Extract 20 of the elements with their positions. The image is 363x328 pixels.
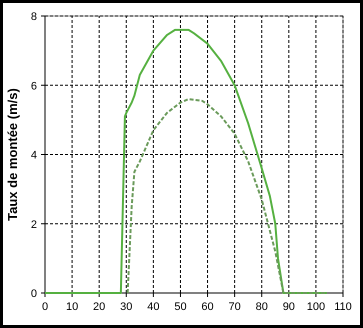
x-tick-label: 10: [66, 301, 78, 313]
y-tick-label: 8: [30, 11, 37, 23]
x-tick-label: 80: [256, 301, 268, 313]
y-tick-label: 0: [30, 288, 37, 300]
line-series: [44, 28, 328, 294]
x-tick-label: 70: [228, 301, 241, 313]
x-tick-label: 20: [93, 301, 106, 313]
y-axis-title: Taux de montée (m/s): [5, 88, 20, 221]
x-tick-label: 60: [201, 301, 214, 313]
y-tick-label: 6: [30, 80, 37, 92]
x-tick-label: 0: [42, 301, 48, 313]
y-tick-label: 2: [30, 218, 37, 231]
line-series: [126, 98, 328, 294]
y-tick-label: 4: [30, 150, 37, 162]
x-tick-label: 30: [120, 301, 132, 313]
x-tick-label: 90: [282, 301, 295, 313]
x-tick-label: 40: [147, 301, 160, 313]
x-tick-label: 100: [306, 301, 326, 313]
x-tick-label: 110: [334, 301, 352, 313]
x-tick-label: 50: [174, 301, 187, 313]
